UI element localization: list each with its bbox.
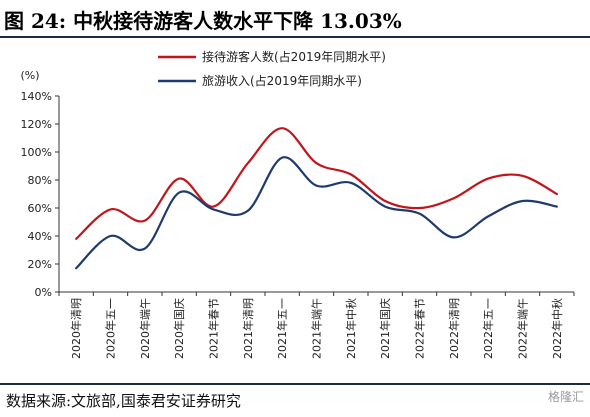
legend-label-revenue: 旅游收入(占2019年同期水平) (202, 73, 362, 88)
x-tick-label: 2022年中秋 (550, 298, 564, 359)
x-tick-label: 2021年国庆 (378, 298, 392, 359)
legend-label-tourists: 接待游客人数(占2019年同期水平) (202, 49, 386, 64)
x-tick-label: 2022年清明 (447, 298, 461, 359)
x-tick-label: 2021年清明 (241, 298, 255, 359)
x-tick-label: 2020年国庆 (172, 298, 186, 359)
x-tick-label: 2020年清明 (69, 298, 83, 359)
source-note: 数据来源:文旅部,国泰君安证券研究 (6, 390, 241, 411)
y-tick-label: 40% (28, 230, 52, 243)
chart-title: 图 24: 中秋接待游客人数水平下降 13.03% (4, 5, 402, 34)
line-chart: (%) 0% 20% 40% 60% 80% 100% 120% 140% 2020年清明 2020… (0, 37, 590, 382)
y-tick-label: 100% (21, 146, 52, 159)
series-line-revenue (76, 157, 557, 268)
x-tick-label: 2022年五一 (481, 298, 495, 359)
x-tick-label: 2020年五一 (104, 298, 118, 359)
x-tick-label: 2020年端午 (138, 298, 152, 359)
y-tick-label: 60% (28, 202, 52, 215)
x-tick-label: 2022年春节 (413, 298, 427, 359)
x-tick-label: 2022年端午 (516, 298, 530, 359)
y-tick-label: 0% (35, 286, 52, 299)
chart-legend: 接待游客人数(占2019年同期水平) 旅游收入(占2019年同期水平) (158, 49, 386, 88)
y-tick-label: 140% (21, 90, 52, 103)
watermark-text: 格隆汇 (548, 388, 584, 405)
x-tick-label: 2021年五一 (275, 298, 289, 359)
title-bar: 图 24: 中秋接待游客人数水平下降 13.03% (0, 0, 590, 38)
y-tick-label: 80% (28, 174, 52, 187)
x-tick-label: 2021年春节 (207, 298, 221, 359)
source-bar: 数据来源:文旅部,国泰君安证券研究 格隆汇 (0, 383, 590, 417)
x-tick-label: 2021年中秋 (344, 298, 358, 359)
chart-lines (76, 128, 557, 268)
y-tick-label: 20% (28, 258, 52, 271)
series-line-tourists (76, 128, 557, 239)
x-tick-label: 2021年端午 (310, 298, 324, 359)
y-tick-label: 120% (21, 118, 52, 131)
y-axis-unit-label: (%) (20, 69, 39, 82)
